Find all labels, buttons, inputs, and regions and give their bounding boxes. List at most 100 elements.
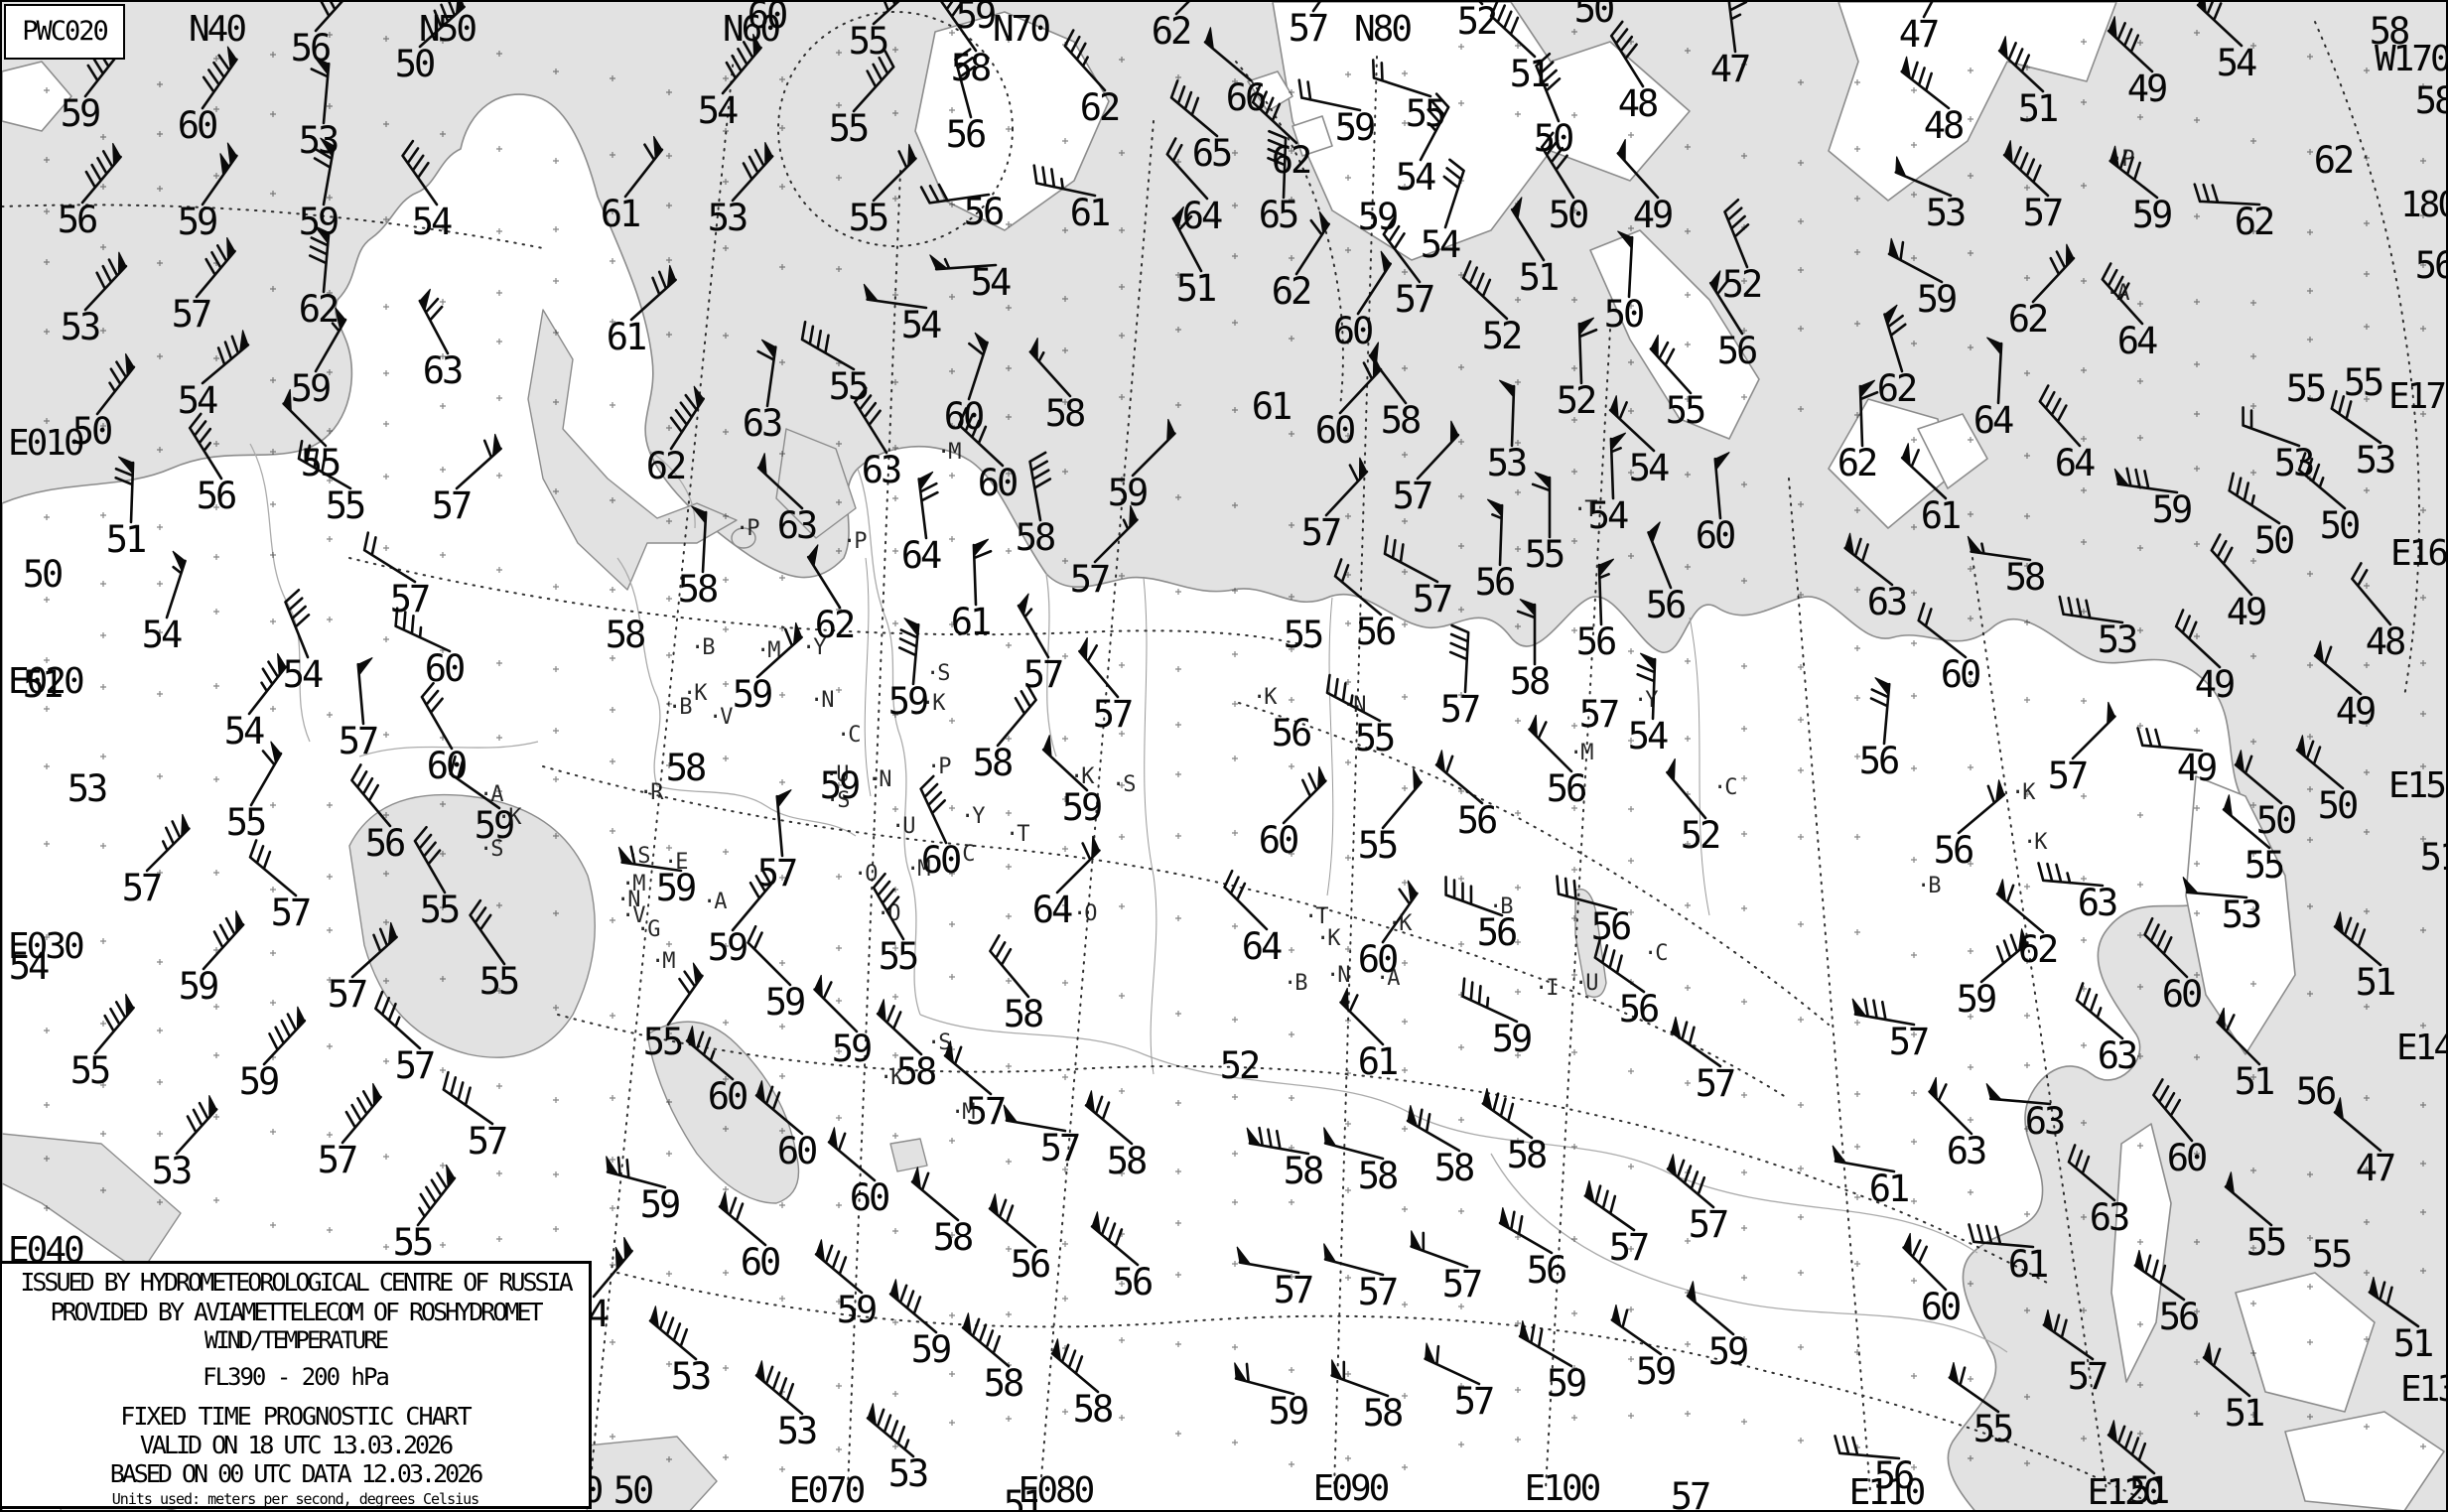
wind-barb [961,1312,1011,1368]
wind-barb [1593,938,1646,994]
temp-label: 59 [1916,278,1959,321]
temp-label: 55 [300,442,342,484]
temp-label: 64 [2054,442,2097,484]
temp-label: 58 [1106,1140,1149,1182]
latitude-arc-1 [2,204,544,249]
temp-label: 55 [2244,844,2286,887]
grid-label-e150: E150 [2388,765,2446,806]
wind-barb [1649,335,1693,395]
temp-label: 59 [836,1289,879,1331]
wind-barb [996,683,1037,748]
temp-label: 66 [1225,76,1268,119]
wind-barb [1333,558,1383,617]
wind-barb [1636,652,1657,721]
temp-label: 58 [895,1050,938,1093]
temp-label: 55 [828,107,871,150]
temp-label: 51 [2419,836,2446,879]
wind-barb [2202,1342,2251,1398]
temp-label: 60 [776,1130,819,1172]
temp-label: 50 [1533,117,1575,160]
wind-barb [888,1279,938,1334]
wind-barbs [80,2,2420,1475]
wind-barb [247,652,288,716]
temp-label: 57 [1888,1021,1931,1063]
temp-label: 58 [665,747,708,789]
chart-type-line: FIXED TIME PROGNOSTIC CHART [120,1402,472,1431]
temp-label: 47 [1898,13,1941,56]
grid-label-w170: W170 [2375,39,2448,79]
temp-label: 56 [290,27,333,69]
wind-barb [1090,1211,1140,1267]
temp-label: 54 [1628,447,1671,489]
temp-label: 58 [1357,1155,1400,1197]
wind-barb [1093,504,1139,564]
temp-label: 50 [22,553,65,596]
wind-barb [1371,59,1432,98]
temp-label: 58 [1072,1388,1115,1431]
wind-barb [1489,2,1537,59]
temp-label: 61 [1357,1040,1400,1083]
wind-barb [1323,1127,1385,1161]
temp-label: 49 [2194,663,2237,706]
temp-label: 55 [2311,1233,2354,1276]
temp-label: 53 [2273,442,2316,484]
temp-label: 56 [1716,330,1759,372]
wind-barb [1165,137,1209,201]
wind-barb [1330,1359,1390,1398]
city-letter: ·P [2110,147,2134,172]
temp-label: 60 [1332,310,1375,352]
temp-label: 56 [1873,1454,1916,1497]
wind-barb [2002,140,2050,198]
temp-label: 59 [819,764,862,807]
temp-label: 49 [2226,591,2268,633]
city-letter: ·K [2011,780,2035,805]
temp-label: 61 [606,316,648,358]
wind-barb [1410,1230,1469,1269]
temp-label: 64 [1972,399,2015,442]
wind-barb [308,224,331,294]
city-letter: ·M [621,872,645,896]
latitude-arc-5 [616,1272,2147,1502]
wind-barb [202,910,245,971]
wind-barb [2193,183,2261,206]
wind-barb [1324,457,1369,517]
temp-label: 60 [1920,1286,1963,1328]
temp-label: 57 [431,484,474,527]
temp-label: 53 [887,1452,930,1495]
temp-label: 54 [1587,494,1630,537]
latitude-arc-6 [1238,702,1830,1026]
grid-label-e010: E010 [8,423,85,464]
wind-barb [2228,472,2281,525]
temp-label: 56 [2295,1070,2338,1113]
temp-label: 57 [965,1090,1008,1133]
temp-label: 56 [963,191,1006,233]
wind-barb [1251,84,1298,145]
wind-barb [1368,342,1408,405]
temp-label: 59 [298,201,340,243]
rivers [864,557,1710,1075]
temp-label: 55 [392,1221,435,1264]
temp-label: 58 [677,568,720,611]
temp-label: 57 [1357,1271,1400,1313]
temp-label: 58 [1380,399,1423,442]
city-letter: ·K [1070,764,1094,789]
temp-label: 60 [424,647,467,690]
wind-barb [800,320,856,371]
wind-barb [853,386,888,455]
temp-label: 55 [325,484,367,527]
graticule-dotted [2,11,2420,1502]
island-novaya-zemlya [1589,229,1760,440]
city-letter: ·Y [961,804,985,829]
wind-barb [2058,595,2124,624]
wind-barb [1922,2,1954,19]
wind-barb [2101,262,2144,326]
temp-label: 50 [2255,799,2298,842]
wind-barb [731,868,772,932]
temp-label: 51 [1003,1483,1045,1512]
temp-label: 56 [2158,1296,2201,1338]
wind-barb [863,283,928,310]
wind-barb [1236,1246,1300,1275]
wind-barb [2042,1309,2095,1361]
wind-barb [721,33,762,95]
